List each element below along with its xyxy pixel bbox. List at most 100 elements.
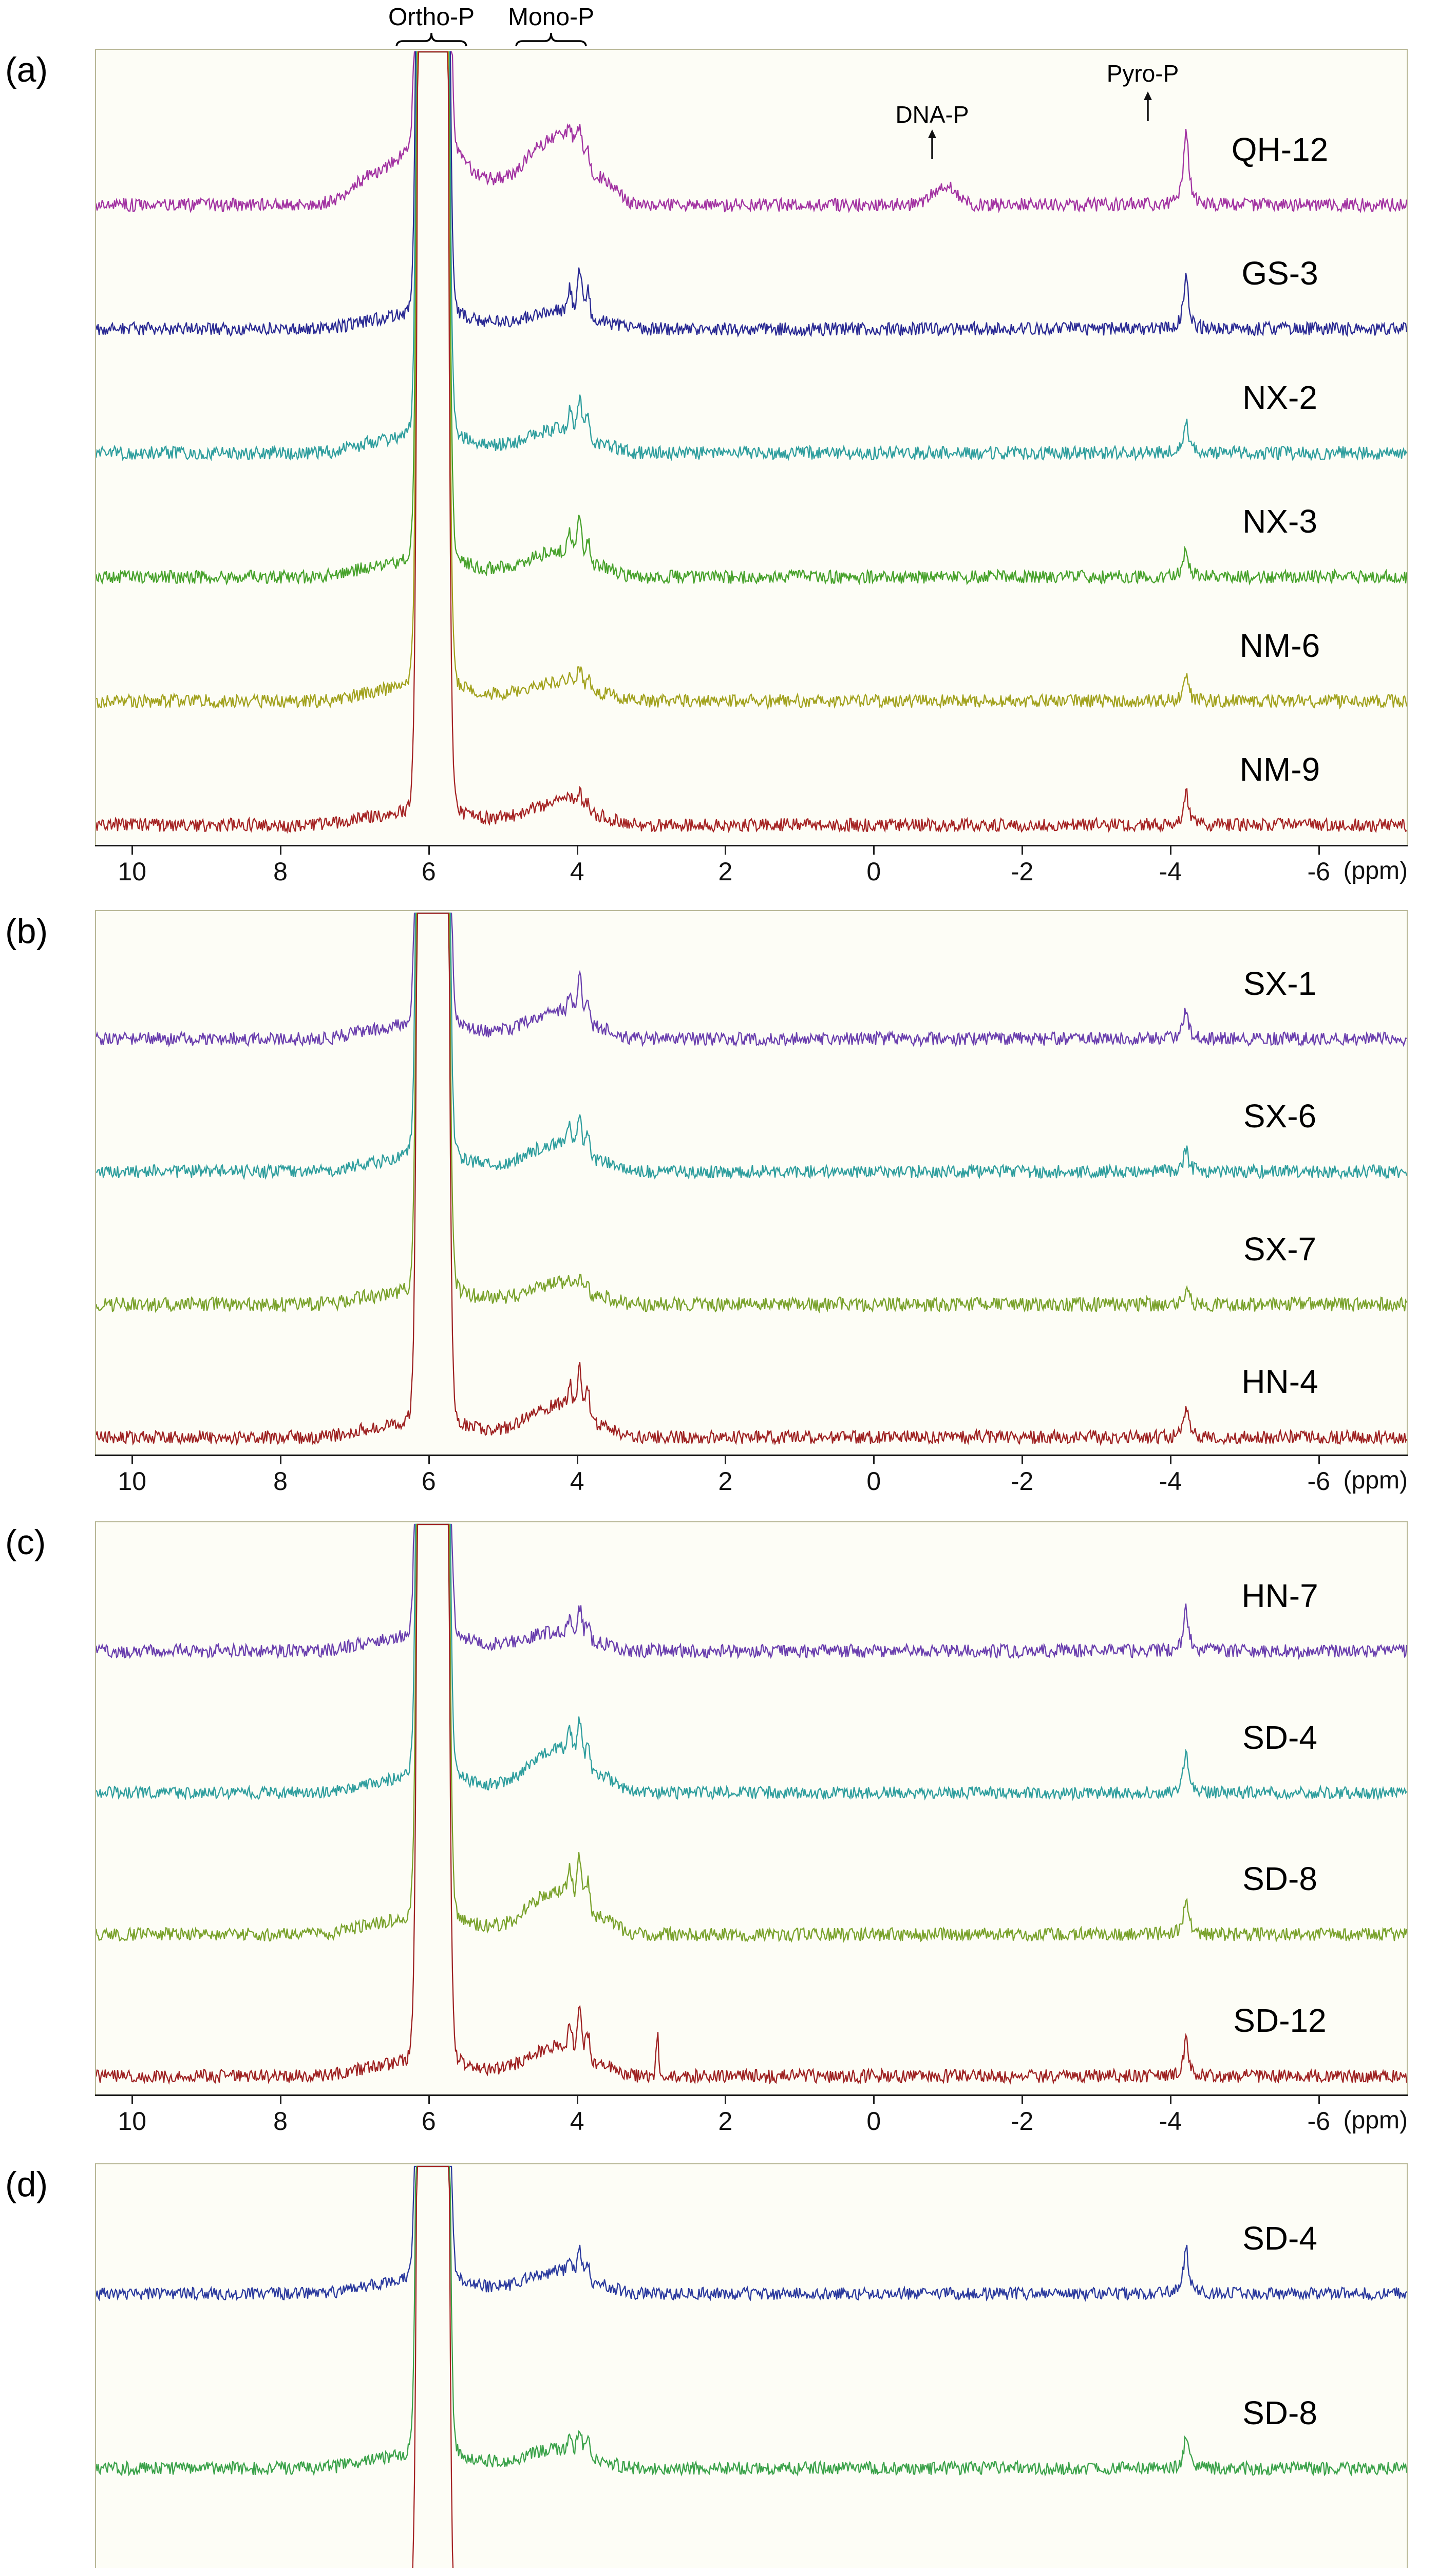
- tick-label: 0: [866, 2107, 881, 2136]
- x-axis-c: 10 8 6 4 2 0 -2 -4 -6 (ppm): [95, 2094, 1408, 2136]
- tick-mark: [725, 1456, 727, 1464]
- tick-label: 10: [118, 1467, 147, 1496]
- spectra-panel-d: SD-4 SD-8 SD-12: [95, 2163, 1408, 2568]
- spectrum-trace-NX-2: [95, 51, 1408, 462]
- tick-mark: [1022, 846, 1024, 855]
- trace-label-b-SX-7: SX-7: [1243, 1230, 1317, 1268]
- spectrum-trace-NM-9: [95, 51, 1407, 834]
- tick-mark: [576, 2096, 578, 2104]
- tick-label: -4: [1159, 857, 1182, 886]
- pyro-p-arrow-icon: [1144, 91, 1152, 121]
- mono-p-brace-icon: [515, 32, 587, 47]
- trace-label-b-SX-6: SX-6: [1243, 1098, 1317, 1135]
- tick-mark: [428, 846, 430, 855]
- tick-label: 2: [718, 1467, 733, 1496]
- tick-mark: [725, 846, 727, 855]
- panel-letter-c: (c): [5, 1523, 46, 1562]
- tick-label: 10: [118, 857, 147, 886]
- spectrum-trace-HN-4: [95, 912, 1408, 1446]
- tick-label: 6: [421, 857, 436, 886]
- x-axis-b: 10 8 6 4 2 0 -2 -4 -6 (ppm): [95, 1455, 1408, 1496]
- tick-mark: [1022, 1456, 1024, 1464]
- tick-label: 2: [718, 2107, 733, 2136]
- tick-mark: [1169, 1456, 1171, 1464]
- trace-label-a-NX-3: NX-3: [1242, 503, 1317, 540]
- spectrum-trace-SD-8: [95, 2165, 1408, 2477]
- tick-label: 4: [570, 1467, 584, 1496]
- tick-label: 4: [570, 857, 584, 886]
- tick-mark: [576, 1456, 578, 1464]
- tick-label: -2: [1010, 1467, 1034, 1496]
- brace-path: [395, 32, 467, 47]
- spectrum-trace-SD-4: [96, 1523, 1407, 1801]
- spectrum-trace-GS-3: [95, 51, 1408, 338]
- tick-mark: [1318, 1456, 1320, 1464]
- ortho-p-label: Ortho-P: [388, 4, 475, 31]
- ortho-p-brace-icon: [395, 32, 467, 47]
- spectrum-trace-SX-6: [96, 912, 1408, 1181]
- tick-label: -4: [1159, 2107, 1182, 2136]
- trace-label-c-HN-7: HN-7: [1241, 1577, 1318, 1614]
- tick-label: 2: [718, 857, 733, 886]
- trace-label-b-SX-1: SX-1: [1243, 965, 1317, 1002]
- tick-label: -6: [1307, 857, 1330, 886]
- trace-label-c-SD-12: SD-12: [1233, 2002, 1327, 2040]
- axis-unit-label: (ppm): [1343, 2107, 1408, 2134]
- spectrum-trace-SX-1: [95, 912, 1407, 1048]
- trace-label-a-NM-9: NM-9: [1239, 751, 1320, 788]
- tick-label: 8: [273, 857, 288, 886]
- trace-label-d-SD-12: SD-12: [1195, 2566, 1365, 2568]
- tick-label: -6: [1307, 1467, 1330, 1496]
- tick-mark: [1022, 2096, 1024, 2104]
- spectra-plot-c: [95, 1523, 1408, 2085]
- axis-unit-label: (ppm): [1343, 857, 1408, 884]
- tick-mark: [1318, 846, 1320, 855]
- tick-label: 6: [421, 1467, 436, 1496]
- trace-label-a-NM-6: NM-6: [1239, 627, 1320, 664]
- spectrum-trace-NM-6: [96, 51, 1408, 710]
- spectrum-trace-SD-4: [95, 2165, 1407, 2302]
- spectra-plot-b: [95, 912, 1408, 1446]
- axis-unit-label: (ppm): [1343, 1467, 1408, 1494]
- pyro-p-label: Pyro-P: [1106, 60, 1179, 87]
- trace-label-a-GS-3: GS-3: [1241, 255, 1318, 292]
- tick-mark: [280, 846, 282, 855]
- panel-letter-b: (b): [5, 912, 48, 951]
- tick-mark: [428, 2096, 430, 2104]
- arrow-head: [1144, 91, 1152, 100]
- tick-label: 8: [273, 2107, 288, 2136]
- spectrum-trace-QH-12: [95, 51, 1408, 214]
- tick-mark: [131, 1456, 134, 1464]
- panel-letter-d: (d): [5, 2165, 48, 2204]
- tick-mark: [873, 2096, 875, 2104]
- spectrum-trace-SD-8: [95, 1523, 1408, 1943]
- tick-label: 0: [866, 1467, 881, 1496]
- spectrum-trace-SX-7: [95, 912, 1408, 1314]
- dna-p-arrow-icon: [928, 129, 936, 159]
- trace-label-a-NX-2: NX-2: [1242, 379, 1317, 416]
- spectra-panel-c: HN-7 SD-4 SD-8 SD-12: [95, 1521, 1408, 2095]
- tick-mark: [873, 1456, 875, 1464]
- tick-mark: [428, 1456, 430, 1464]
- tick-label: -2: [1010, 857, 1034, 886]
- tick-mark: [280, 1456, 282, 1464]
- tick-mark: [1169, 2096, 1171, 2104]
- spectrum-trace-NX-3: [95, 51, 1408, 586]
- tick-mark: [280, 2096, 282, 2104]
- trace-label-d-SD-4: SD-4: [1242, 2219, 1317, 2257]
- trace-label-c-SD-8: SD-8: [1242, 1860, 1317, 1898]
- tick-label: 4: [570, 2107, 584, 2136]
- tick-label: 6: [421, 2107, 436, 2136]
- spectrum-trace-HN-7: [95, 1523, 1408, 1660]
- trace-label-a-QH-12: QH-12: [1231, 130, 1329, 168]
- panel-letter-a: (a): [5, 50, 48, 89]
- tick-mark: [873, 846, 875, 855]
- tick-label: 10: [118, 2107, 147, 2136]
- trace-label-c-SD-4: SD-4: [1242, 1719, 1317, 1756]
- tick-label: -4: [1159, 1467, 1182, 1496]
- tick-mark: [131, 2096, 134, 2104]
- tick-label: -6: [1307, 2107, 1330, 2136]
- spectra-panel-a: QH-12 GS-3 NX-2 NX-3 NM-6 NM-9: [95, 49, 1408, 846]
- trace-label-d-SD-8: SD-8: [1242, 2394, 1317, 2431]
